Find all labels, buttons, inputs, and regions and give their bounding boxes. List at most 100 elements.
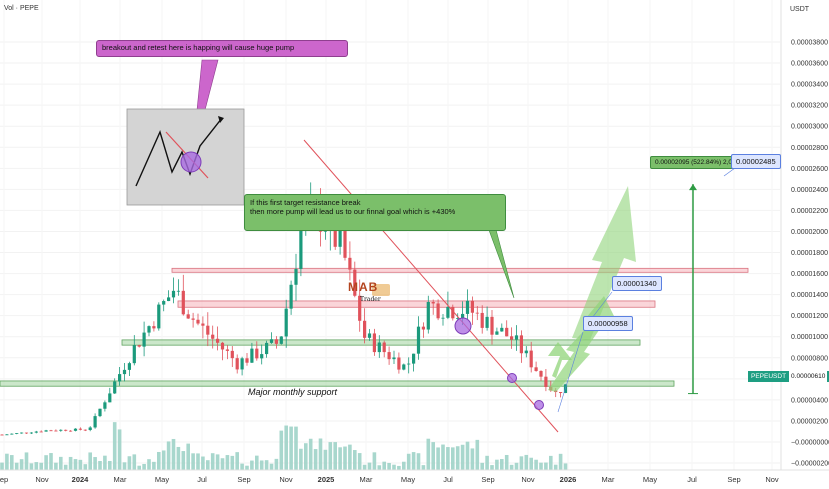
- candle-body: [519, 335, 523, 354]
- candle-body: [416, 326, 421, 354]
- volume-bar: [24, 452, 29, 470]
- volume-bar: [269, 463, 274, 470]
- volume-bar: [29, 463, 34, 470]
- time-tick-label: Nov: [35, 475, 49, 484]
- volume-bar: [402, 461, 406, 470]
- target-callout-line1: If this first target resistance break: [250, 198, 361, 207]
- candle-body: [206, 325, 210, 335]
- time-tick-label: Nov: [765, 475, 779, 484]
- volume-bar: [348, 444, 352, 470]
- candle-body: [44, 430, 48, 432]
- price-tick-label: 0.00001800: [791, 250, 828, 257]
- candle-body: [446, 306, 450, 318]
- candle-body: [240, 358, 244, 370]
- time-tick-label: Jul: [197, 475, 207, 484]
- candle-body: [34, 431, 38, 433]
- volume-bar: [514, 462, 519, 470]
- candle-body: [201, 323, 205, 326]
- target-measure-arrowhead: [689, 184, 697, 191]
- volume-bar: [392, 464, 396, 470]
- volume-bar: [377, 465, 382, 470]
- currency-label[interactable]: USDT: [790, 6, 810, 13]
- volume-bar: [529, 457, 533, 470]
- volume-bar: [563, 463, 568, 470]
- candle-body: [88, 427, 92, 430]
- candle-body: [510, 336, 514, 340]
- candle-body: [211, 334, 215, 339]
- volume-bar: [294, 426, 298, 470]
- volume-bar: [215, 454, 220, 470]
- current-price: 0.00000610: [789, 371, 828, 382]
- volume-bar: [460, 444, 465, 470]
- volume-bar: [10, 455, 14, 470]
- volume-bar: [0, 462, 4, 470]
- volume-bar: [397, 465, 401, 470]
- volume-bars: [0, 422, 568, 470]
- volume-bar: [343, 446, 347, 470]
- candle-body: [29, 432, 33, 434]
- candle-body: [470, 300, 474, 313]
- price-axis[interactable]: 0.00003800 0.00003600 0.00003400 0.00003200…: [780, 0, 829, 470]
- volume-bar: [176, 446, 181, 470]
- candle-body: [534, 367, 538, 371]
- candle-body: [461, 313, 465, 319]
- volume-bar: [441, 444, 445, 470]
- time-axis[interactable]: ep Nov 2024 Mar May Jul Sep Nov 2025 Mar May Jul Sep…: [0, 469, 829, 484]
- volume-bar: [142, 463, 146, 470]
- current-price-tag[interactable]: PEPEUSDT 0.00000610: [748, 371, 829, 382]
- candle-body: [69, 430, 73, 432]
- volume-bar: [308, 438, 313, 470]
- volume-bar: [446, 447, 450, 470]
- price-tick-label: 0.00003200: [791, 103, 828, 110]
- volume-bar: [495, 459, 499, 470]
- pattern-zigzag: [135, 117, 223, 187]
- candle-body: [559, 392, 563, 394]
- candle-body: [323, 230, 327, 232]
- price-tick-label: 0.00000800: [791, 355, 828, 362]
- candle-body: [279, 336, 283, 344]
- candle-body: [426, 301, 430, 330]
- volume-bar: [191, 453, 195, 470]
- logo-badge: [372, 284, 390, 296]
- candle-body: [10, 433, 14, 435]
- volume-bar: [333, 442, 337, 470]
- volume-bar: [34, 462, 39, 470]
- target-link-3: [723, 167, 736, 177]
- candle-body: [372, 333, 376, 353]
- volume-bar: [504, 454, 509, 470]
- candle-body: [225, 349, 229, 351]
- volume-bar: [406, 453, 411, 470]
- volume-bar: [49, 453, 53, 470]
- price-tick-label: 0.00001600: [791, 271, 828, 278]
- price-tick-label: 0.00000200: [791, 418, 828, 425]
- candle-body: [514, 335, 519, 340]
- volume-bar: [73, 459, 78, 470]
- volume-bar: [465, 441, 470, 470]
- volume-bar: [519, 456, 524, 470]
- candle-body: [475, 312, 479, 314]
- retest-circle-1: [454, 317, 472, 335]
- projection-arrow-big: [572, 186, 636, 340]
- candle-body: [387, 352, 391, 360]
- price-tick-label: 0.00002600: [791, 166, 828, 173]
- final-target-price: 0.00002485: [731, 154, 781, 169]
- volume-bar: [19, 459, 24, 470]
- time-tick-label: Mar: [114, 475, 127, 484]
- candle-body: [142, 332, 146, 347]
- time-tick-label: 2026: [560, 475, 577, 484]
- volume-bar: [387, 462, 391, 470]
- volume-bar: [299, 448, 303, 470]
- volume-bar: [279, 430, 284, 470]
- volume-bar: [132, 454, 137, 470]
- retest-circle-2: [507, 373, 517, 383]
- candle-body: [122, 369, 127, 375]
- time-tick-label: May: [643, 475, 657, 484]
- descending-trendline: [303, 139, 559, 433]
- volume-bar: [112, 422, 117, 470]
- volume-bar: [304, 443, 308, 470]
- volume-bar: [5, 453, 9, 470]
- candle-body: [397, 357, 401, 370]
- volume-bar: [553, 464, 558, 470]
- candle-body: [294, 268, 298, 285]
